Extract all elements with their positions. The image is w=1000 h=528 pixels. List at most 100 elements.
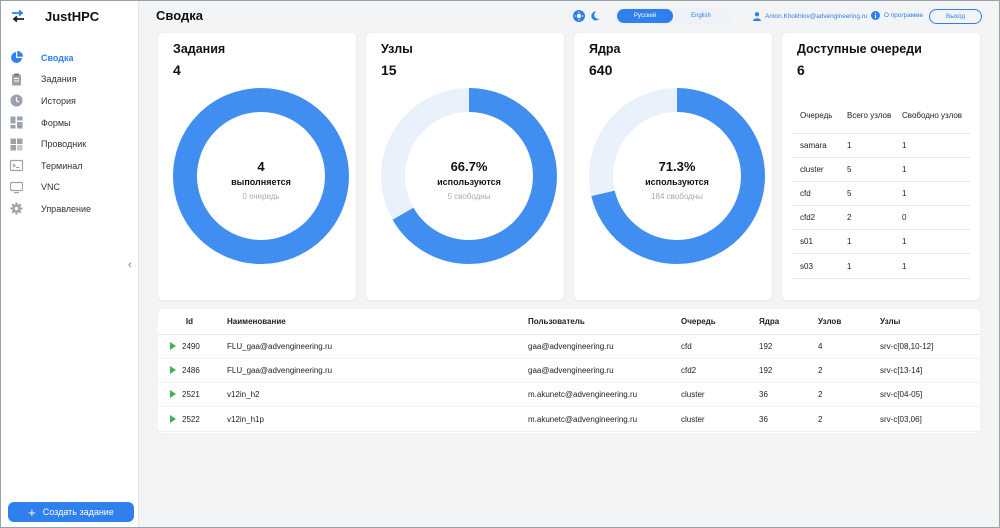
table-row[interactable]: 2490 FLU_gaa@advengineering.ru gaa@advengi…	[158, 334, 980, 359]
terminal-icon	[10, 159, 23, 172]
sidebar-item-label: Задания	[41, 74, 77, 85]
table-cell: 36	[759, 406, 818, 432]
sidebar-item-4[interactable]: Формы	[1, 112, 139, 134]
table-row[interactable]: 2521 v12in_h2 m.akunetc@advengineering.ru c…	[158, 382, 980, 408]
jobs-donut-center: 4 выполняется 0 очередь	[173, 88, 349, 264]
app-title: JustHPC	[45, 9, 100, 24]
queue-cell: samara	[792, 133, 847, 158]
job-id-cell: 2486	[158, 358, 227, 384]
nodes-donut-chart	[381, 88, 557, 264]
sun-icon[interactable]	[573, 10, 585, 22]
column-header[interactable]: Id	[158, 309, 227, 335]
cores-donut-chart	[589, 88, 765, 264]
cores-usage-label: используются	[645, 177, 709, 187]
nodes-count: 15	[381, 62, 397, 78]
sidebar: JustHPC Сводка Задания История Формы Проводн…	[1, 1, 139, 527]
table-cell: srv-c[13-14]	[880, 358, 980, 384]
jobs-table-card: Id Наименование Пользователь Очередь Ядр…	[158, 309, 980, 433]
queue-cell: 1	[902, 157, 970, 182]
language-switch: Русский English	[615, 8, 731, 24]
play-icon[interactable]	[170, 365, 176, 374]
column-header[interactable]: Узлы	[880, 309, 980, 335]
sidebar-item-8[interactable]: Управление	[1, 198, 139, 220]
column-header: Очередь	[792, 103, 847, 134]
plus-icon: +	[28, 504, 36, 520]
explorer-icon	[10, 138, 23, 151]
lang-russian-button[interactable]: Русский	[617, 9, 673, 23]
about-link[interactable]: О программе	[871, 11, 923, 20]
queues-count: 6	[797, 62, 805, 78]
column-header[interactable]: Ядра	[759, 309, 818, 335]
nodes-card: Узлы 15 66.7% используются 5 свободны	[366, 33, 564, 300]
queue-cell: 2	[847, 205, 902, 231]
user-icon	[753, 12, 761, 21]
jobs-card-title: Задания	[173, 42, 226, 56]
queue-row: s01 1 1	[792, 229, 970, 255]
table-row[interactable]: 2486 FLU_gaa@advengineering.ru gaa@advengi…	[158, 358, 980, 384]
queue-cell: cfd2	[792, 205, 847, 231]
play-icon[interactable]	[170, 390, 176, 399]
jobs-card: Задания 4 4 выполняется 0 очередь	[158, 33, 356, 300]
sidebar-item-2[interactable]: Задания	[1, 69, 139, 91]
user-menu[interactable]: Anton.Khokhlov@advengineering.ru	[753, 12, 867, 21]
create-job-button[interactable]: + Создать задание	[8, 502, 134, 522]
sidebar-item-7[interactable]: VNC	[1, 177, 139, 199]
queue-cell: 1	[902, 133, 970, 158]
forms-icon	[10, 116, 23, 129]
table-row[interactable]: 2522 v12in_h1p m.akunetc@advengineering.ru…	[158, 406, 980, 432]
play-icon[interactable]	[170, 414, 176, 423]
collapse-sidebar-chevron-icon[interactable]: ‹	[128, 259, 132, 271]
table-cell: FLU_gaa@advengineering.ru	[227, 334, 528, 359]
table-cell: v12in_h1p	[227, 406, 528, 432]
table-cell: FLU_gaa@advengineering.ru	[227, 358, 528, 384]
sidebar-item-6[interactable]: Терминал	[1, 155, 139, 177]
queue-cell: 1	[902, 253, 970, 279]
sidebar-item-label: Терминал	[41, 160, 83, 171]
gear-icon	[10, 202, 23, 215]
table-cell: m.akunetc@advengineering.ru	[528, 382, 681, 408]
donut-arc	[173, 88, 349, 264]
column-header[interactable]: Пользователь	[528, 309, 681, 335]
queue-cell: 5	[847, 181, 902, 207]
cores-card: Ядра 640 71.3% используются 184 свободны	[574, 33, 772, 300]
job-id: 2521	[182, 390, 200, 400]
logout-button[interactable]: Выход	[929, 9, 982, 24]
column-header[interactable]: Очередь	[681, 309, 759, 335]
table-cell: 36	[759, 382, 818, 408]
jobs-donut-chart	[173, 88, 349, 264]
queue-cell: cluster	[792, 157, 847, 182]
table-cell: m.akunetc@advengineering.ru	[528, 406, 681, 432]
column-header[interactable]: Наименование	[227, 309, 528, 335]
table-cell: 2	[818, 358, 880, 384]
pie-chart-icon	[10, 51, 23, 64]
jobs-table-header: Id Наименование Пользователь Очередь Ядр…	[158, 309, 980, 335]
column-header[interactable]: Узлов	[818, 309, 880, 335]
jobs-table: Id Наименование Пользователь Очередь Ядр…	[158, 309, 980, 432]
play-icon[interactable]	[170, 341, 176, 350]
user-email: Anton.Khokhlov@advengineering.ru	[765, 13, 868, 20]
queue-cell: 1	[847, 229, 902, 255]
sidebar-nav: Сводка Задания История Формы Проводник Термин…	[1, 47, 139, 220]
sidebar-item-5[interactable]: Проводник	[1, 133, 139, 155]
table-cell: cfd	[681, 334, 759, 359]
history-icon	[10, 94, 23, 107]
queue-cell: 1	[902, 181, 970, 207]
queue-row: s03 1 1	[792, 253, 970, 279]
info-icon	[871, 11, 880, 20]
create-job-label: Создать задание	[42, 507, 114, 517]
nodes-free-label: 5 свободны	[447, 192, 491, 201]
moon-icon[interactable]	[589, 10, 601, 22]
column-header: Всего узлов	[847, 103, 902, 134]
table-cell: gaa@advengineering.ru	[528, 358, 681, 384]
queue-row: cfd 5 1	[792, 181, 970, 207]
sidebar-item-1[interactable]: Сводка	[1, 47, 139, 69]
table-cell: srv-c[03,06]	[880, 406, 980, 432]
donut-arc	[381, 88, 557, 264]
lang-english-button[interactable]: English	[691, 13, 711, 19]
logo[interactable]: JustHPC	[11, 9, 99, 24]
cores-free-label: 184 свободны	[651, 192, 703, 201]
column-header: Свободно узлов	[902, 103, 970, 134]
sidebar-item-label: Управление	[41, 203, 92, 214]
sidebar-item-3[interactable]: История	[1, 90, 139, 112]
sidebar-item-label: Проводник	[41, 139, 87, 150]
